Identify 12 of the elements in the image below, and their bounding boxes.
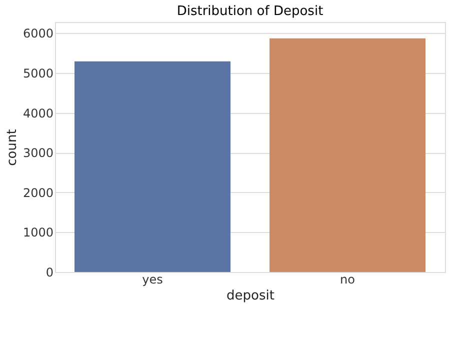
- y-tick-label: 3000: [22, 146, 54, 160]
- chart-title: Distribution of Deposit: [176, 4, 324, 19]
- y-tick-label: 6000: [22, 26, 54, 41]
- y-axis-title: count: [4, 129, 20, 166]
- y-tick-label: 2000: [22, 186, 54, 200]
- x-tick-label: no: [340, 272, 355, 286]
- x-tick-label: yes: [142, 272, 163, 286]
- y-tick-label: 4000: [22, 106, 54, 120]
- y-tick-label: 0: [46, 266, 54, 280]
- y-tick-label: 1000: [22, 226, 54, 240]
- y-tick-label: 5000: [22, 66, 54, 80]
- x-axis-title: deposit: [226, 288, 274, 304]
